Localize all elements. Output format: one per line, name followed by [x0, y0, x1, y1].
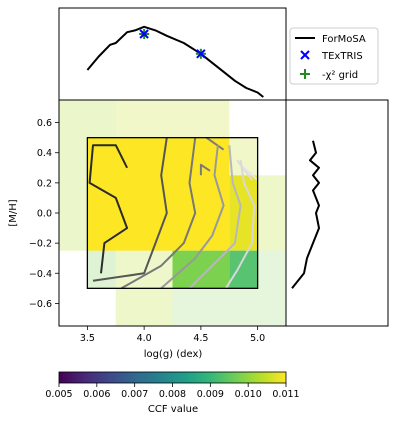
y-axis-label: [M/H] [8, 199, 19, 226]
x-tick-label: 4.0 [137, 333, 152, 344]
heatmap-cell [257, 175, 286, 251]
contour-line [160, 145, 225, 290]
grid-boundary-box [86, 137, 259, 289]
legend-chi2-plus-icon [300, 69, 310, 79]
top-panel-frame [58, 7, 287, 101]
main-panel: 3.5 4.0 4.5 5.0 −0.6 −0.4 −0.2 0.0 0.2 0.4 0.6 log… [8, 99, 287, 360]
contour-line [88, 144, 129, 274]
contour-line [205, 136, 225, 151]
heatmap-cell [172, 288, 286, 326]
contour-line [224, 160, 256, 289]
colorbar-tick-label: 0.011 [272, 389, 299, 400]
x-tick-label: 3.5 [80, 333, 95, 344]
heatmap-cell [229, 250, 258, 289]
x-tick-label: 4.5 [193, 333, 208, 344]
colorbar-tick-label: 0.008 [159, 389, 186, 400]
legend-frame [289, 27, 379, 85]
colorbar-tick-label: 0.009 [197, 389, 224, 400]
colorbar: 0.005 0.006 0.007 0.008 0.009 0.010 0.011 CCF … [45, 371, 300, 415]
right-panel-frame [285, 99, 389, 327]
right-panel [285, 99, 389, 327]
y-tick-label: −0.2 [29, 239, 52, 250]
contour-line [120, 137, 197, 290]
textris-marker [196, 49, 206, 59]
y-tick-label: −0.4 [29, 269, 52, 280]
textris-marker [139, 29, 149, 39]
legend-textris-x-icon [300, 50, 310, 60]
x-axis-label: log(g) (dex) [144, 349, 203, 360]
colorbar-tick-label: 0.005 [45, 389, 72, 400]
colorbar-label: CCF value [148, 404, 198, 415]
formosa-mh-curve [291, 140, 320, 289]
legend: ForMoSA TExTRIS -χ² grid [289, 27, 379, 85]
y-tick-label: 0.0 [37, 209, 52, 220]
y-tick-label: 0.2 [37, 178, 52, 189]
contour-line [188, 145, 242, 290]
y-tick-label: −0.6 [29, 299, 52, 310]
x-tick-label: 5.0 [250, 333, 265, 344]
contour-line [199, 163, 211, 176]
contour-line [236, 159, 253, 181]
y-tick-label: 0.4 [37, 148, 52, 159]
contour-line [92, 137, 168, 282]
colorbar-tick-label: 0.006 [83, 389, 110, 400]
y-tick-label: 0.6 [37, 118, 52, 129]
legend-formosa-label: ForMoSA [322, 34, 366, 45]
formosa-logg-curve [86, 25, 264, 98]
top-panel [58, 7, 287, 101]
colorbar-tick-label: 0.007 [121, 389, 148, 400]
contour-line [243, 167, 259, 181]
colorbar-bar [58, 371, 287, 384]
heatmap-cell [257, 250, 286, 289]
legend-chi2-label: -χ² grid [322, 70, 358, 81]
colorbar-tick-label: 0.010 [235, 389, 262, 400]
legend-textris-label: TExTRIS [321, 51, 363, 62]
